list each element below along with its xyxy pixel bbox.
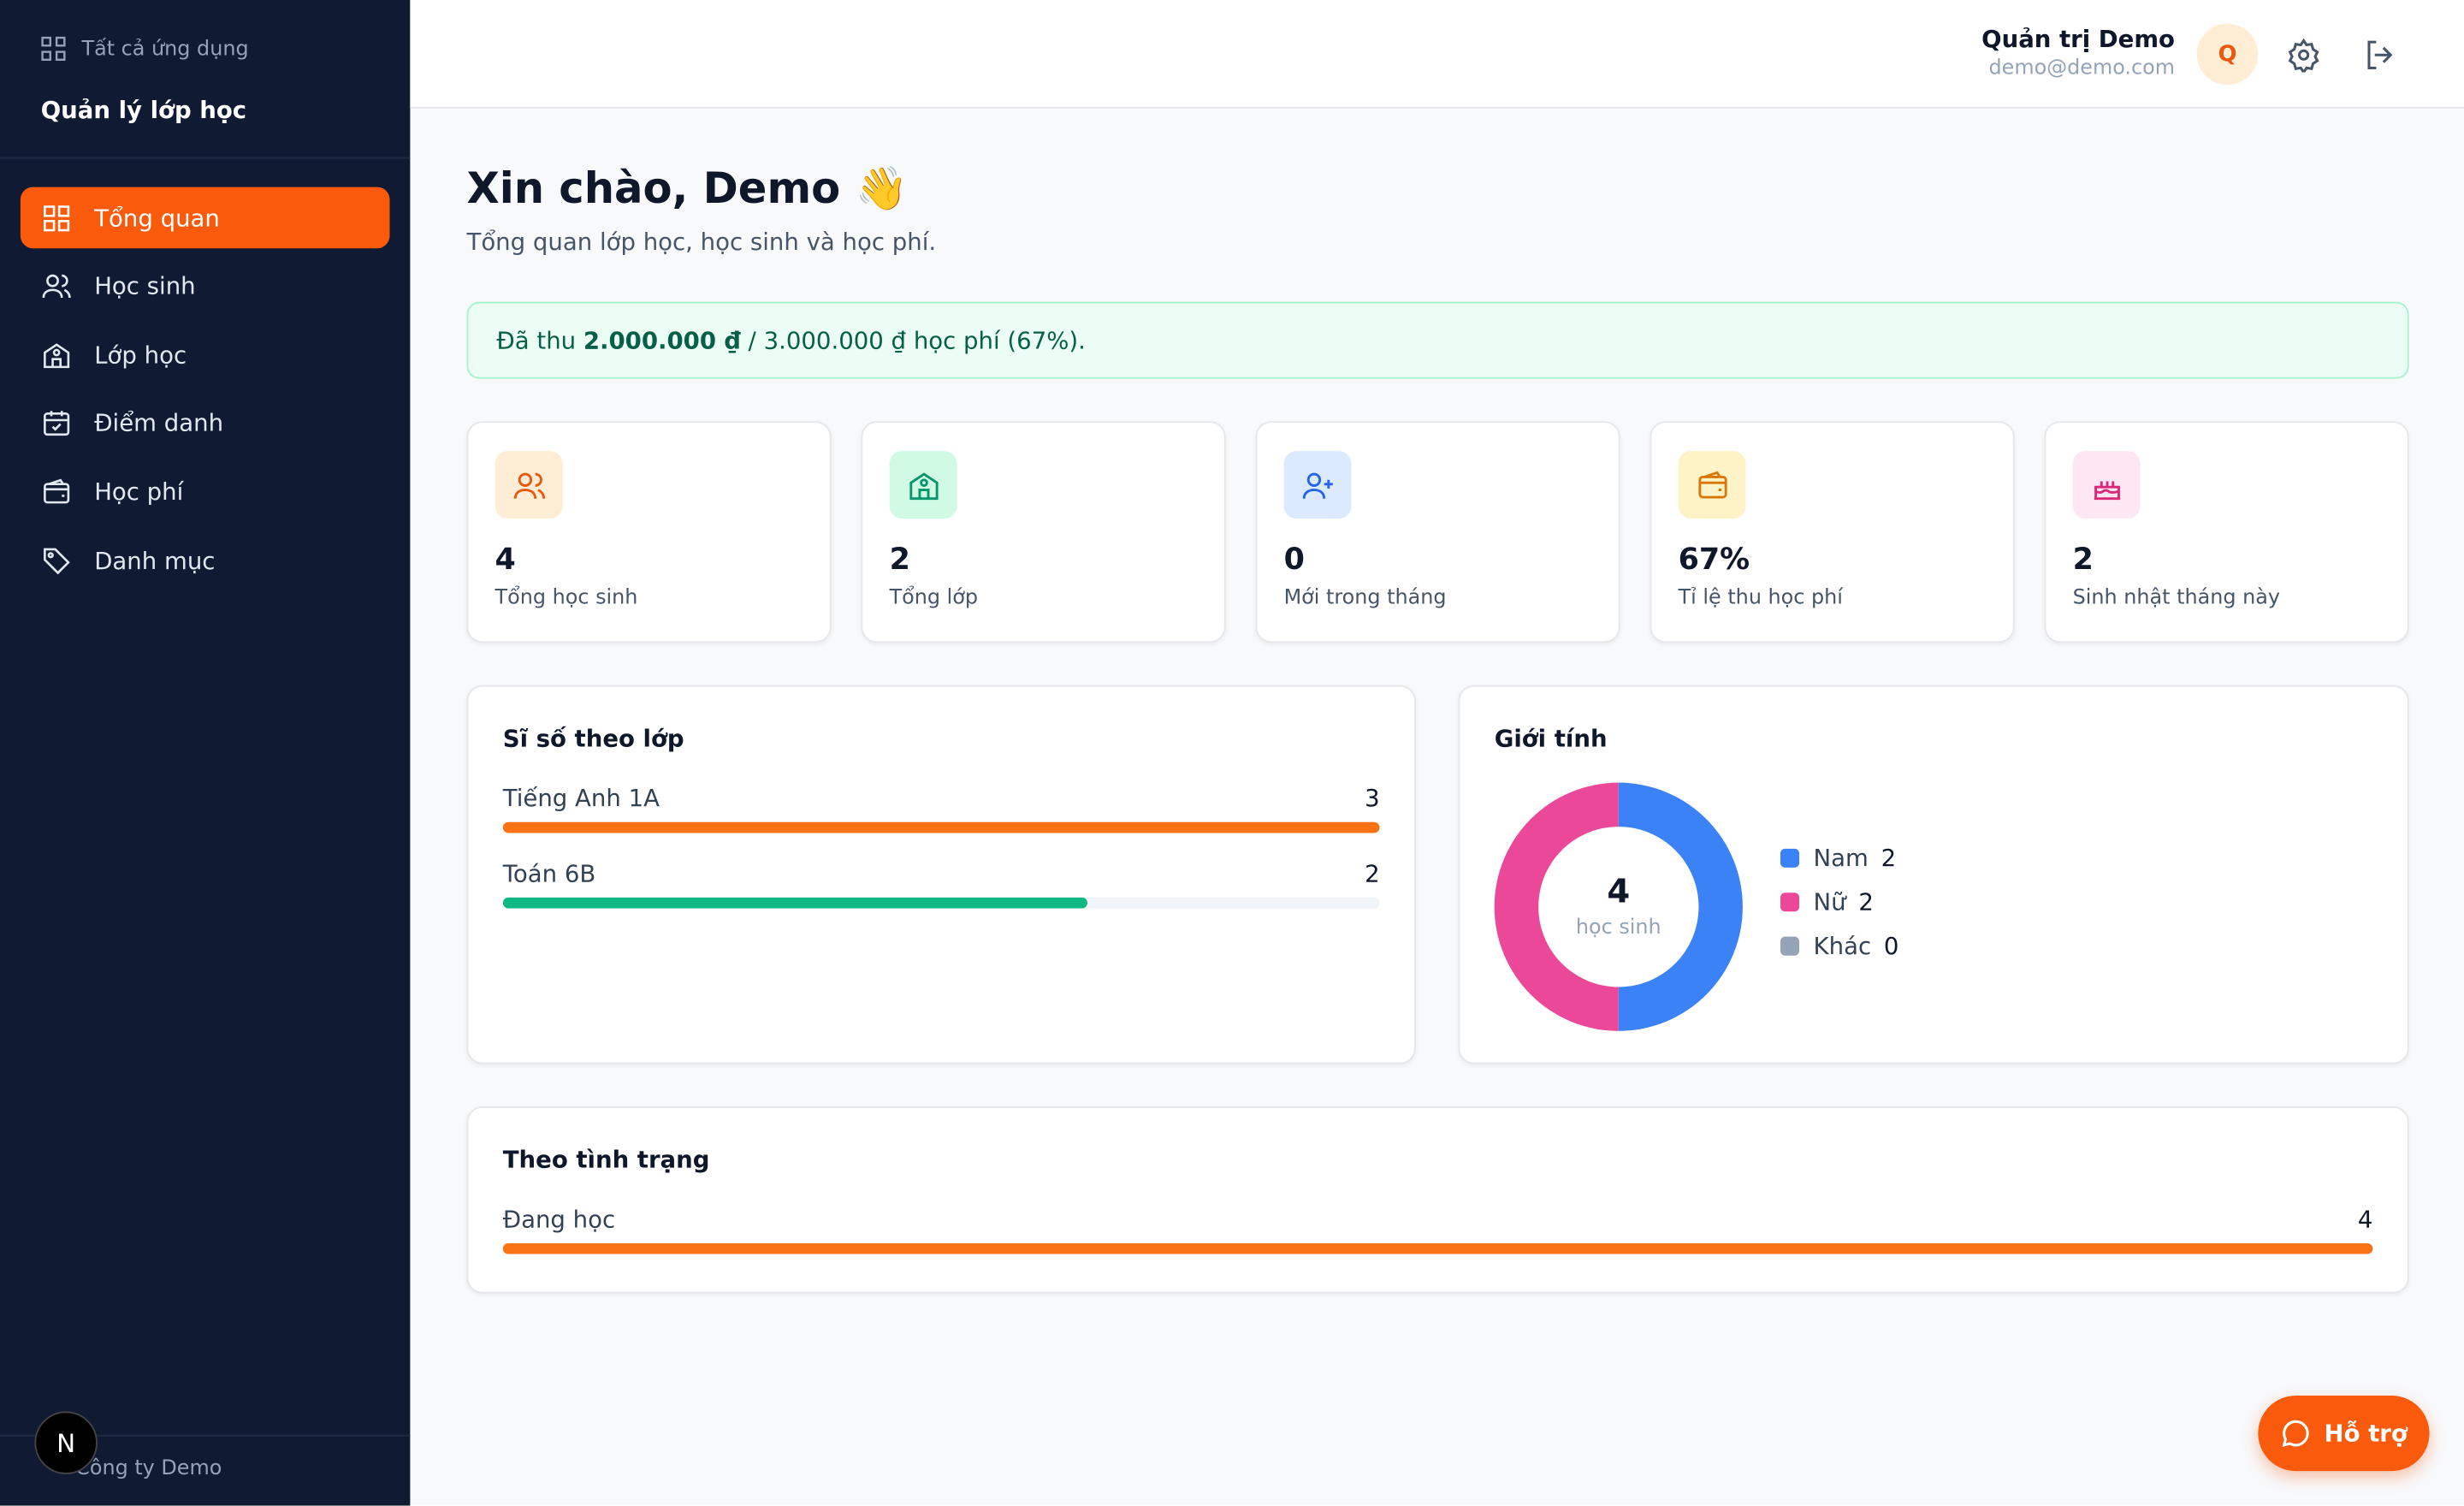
card-title: Sĩ số theo lớp (502, 724, 684, 753)
stat-value: 67% (1678, 542, 1750, 578)
nav-label: Học sinh (94, 271, 196, 300)
legend-swatch (1780, 848, 1800, 868)
class-size-card: Sĩ số theo lớp Tiếng Anh 1A 3 Toán 6B 2 (466, 685, 1416, 1064)
nav-item[interactable]: Điểm danh (21, 393, 390, 454)
bar (502, 897, 1087, 909)
nav-label: Lớp học (94, 340, 187, 370)
donut-slice (1494, 782, 1619, 1031)
donut-chart (1494, 782, 1743, 1031)
nav-item[interactable]: Học sinh (21, 256, 390, 317)
divider (0, 157, 411, 159)
stat-card: 0 Mới trong tháng (1255, 421, 1620, 643)
avatar[interactable]: Q (2196, 23, 2259, 86)
all-apps[interactable]: Tất cả ứng dụng (41, 36, 249, 61)
user-name: Quản trị Demo (1981, 25, 2175, 54)
nav-item[interactable]: Danh mục (21, 530, 390, 591)
stat-label: Sinh nhật tháng này (2072, 586, 2281, 610)
legend-label: Khác (1813, 932, 1872, 961)
nav-label: Điểm danh (94, 409, 224, 438)
bar-count: 2 (1365, 859, 1380, 888)
stat-card: 4 Tổng học sinh (466, 421, 832, 643)
greeting: Xin chào, Demo 👋 (466, 164, 909, 214)
company: Công ty Demo (75, 1456, 222, 1481)
status-card: Theo tình trạng Đang học 4 (466, 1106, 2409, 1294)
bar-label: Đang học (502, 1205, 616, 1234)
donut-slice (1618, 782, 1743, 1031)
user-email: demo@demo.com (1988, 56, 2175, 80)
banner-amount: 2.000.000 ₫ (583, 326, 741, 355)
donut-total-label: học sinh (1575, 916, 1661, 940)
dev-badge[interactable]: N (34, 1411, 98, 1474)
stat-icon (1678, 451, 1746, 519)
stat-value: 2 (889, 542, 910, 578)
donut-total: 4 (1607, 872, 1631, 910)
nav-label: Tổng quan (94, 203, 220, 232)
legend-swatch (1780, 936, 1800, 956)
legend-value: 2 (1881, 844, 1897, 873)
nav-label: Học phí (94, 477, 184, 507)
bar-label: Toán 6B (502, 859, 596, 888)
bar-row: Toán 6B 2 (502, 859, 1380, 910)
stat-value: 4 (495, 542, 516, 578)
app-title: Quản lý lớp học (40, 96, 247, 125)
bar-track (502, 821, 1380, 833)
bar-track (502, 897, 1380, 909)
stat-icon (889, 451, 957, 519)
logout-icon[interactable] (2362, 38, 2396, 72)
legend-label: Nữ (1813, 887, 1846, 916)
sidebar: Tất cả ứng dụng Quản lý lớp học Công ty … (0, 0, 411, 1506)
apps-label: Tất cả ứng dụng (81, 37, 249, 61)
stat-label: Tổng lớp (889, 586, 979, 610)
bar (502, 821, 1380, 833)
bar-row: Tiếng Anh 1A 3 (502, 784, 1380, 835)
bar (502, 1242, 2373, 1254)
card-title: Theo tình trạng (502, 1145, 710, 1175)
bar-label: Tiếng Anh 1A (502, 784, 660, 813)
settings-icon[interactable] (2286, 38, 2320, 73)
stat-value: 2 (2072, 542, 2094, 578)
nav-item[interactable]: Tổng quan (20, 187, 390, 249)
fee-banner: Đã thu 2.000.000 ₫ / 3.000.000 ₫ học phí… (466, 301, 2409, 379)
legend-swatch (1780, 892, 1800, 912)
stat-label: Mới trong tháng (1283, 586, 1447, 610)
support-button[interactable]: Hỗ trợ (2258, 1395, 2430, 1472)
bar-track (502, 1242, 2373, 1254)
nav-label: Danh mục (94, 546, 216, 575)
stat-label: Tỉ lệ thu học phí (1678, 586, 1843, 610)
stat-value: 0 (1283, 542, 1305, 578)
stat-icon (2072, 451, 2141, 519)
nav-item[interactable]: Học phí (21, 461, 390, 523)
stat-icon (495, 451, 563, 519)
stat-card: 67% Tỉ lệ thu học phí (1650, 421, 2015, 643)
banner-text: / 3.000.000 ₫ học phí (67%). (740, 326, 1086, 355)
stat-card: 2 Tổng lớp (861, 421, 1226, 643)
legend-label: Nam (1813, 844, 1869, 873)
stat-card: 2 Sinh nhật tháng này (2044, 421, 2409, 643)
bar-count: 3 (1365, 784, 1380, 813)
nav-item[interactable]: Lớp học (21, 324, 390, 386)
subtitle: Tổng quan lớp học, học sinh và học phí. (466, 228, 937, 257)
legend-item: Nam 2 (1780, 844, 1896, 872)
banner-text: Đã thu (496, 326, 583, 355)
stat-label: Tổng học sinh (495, 586, 638, 610)
legend-value: 0 (1883, 932, 1899, 961)
support-label: Hỗ trợ (2324, 1419, 2408, 1448)
stat-icon (1283, 451, 1352, 519)
bar-count: 4 (2357, 1205, 2373, 1234)
legend-item: Khác 0 (1780, 932, 1898, 960)
legend-value: 2 (1858, 887, 1874, 916)
gender-card: Giới tính 4 học sinh Nam 2 Nữ 2 Khác 0 (1458, 685, 2409, 1064)
legend-item: Nữ 2 (1780, 888, 1874, 916)
bar-row: Đang học 4 (502, 1205, 2373, 1256)
divider (0, 1434, 411, 1437)
header: Quản trị Demo demo@demo.com Q (410, 0, 2464, 109)
card-title: Giới tính (1494, 724, 1608, 753)
